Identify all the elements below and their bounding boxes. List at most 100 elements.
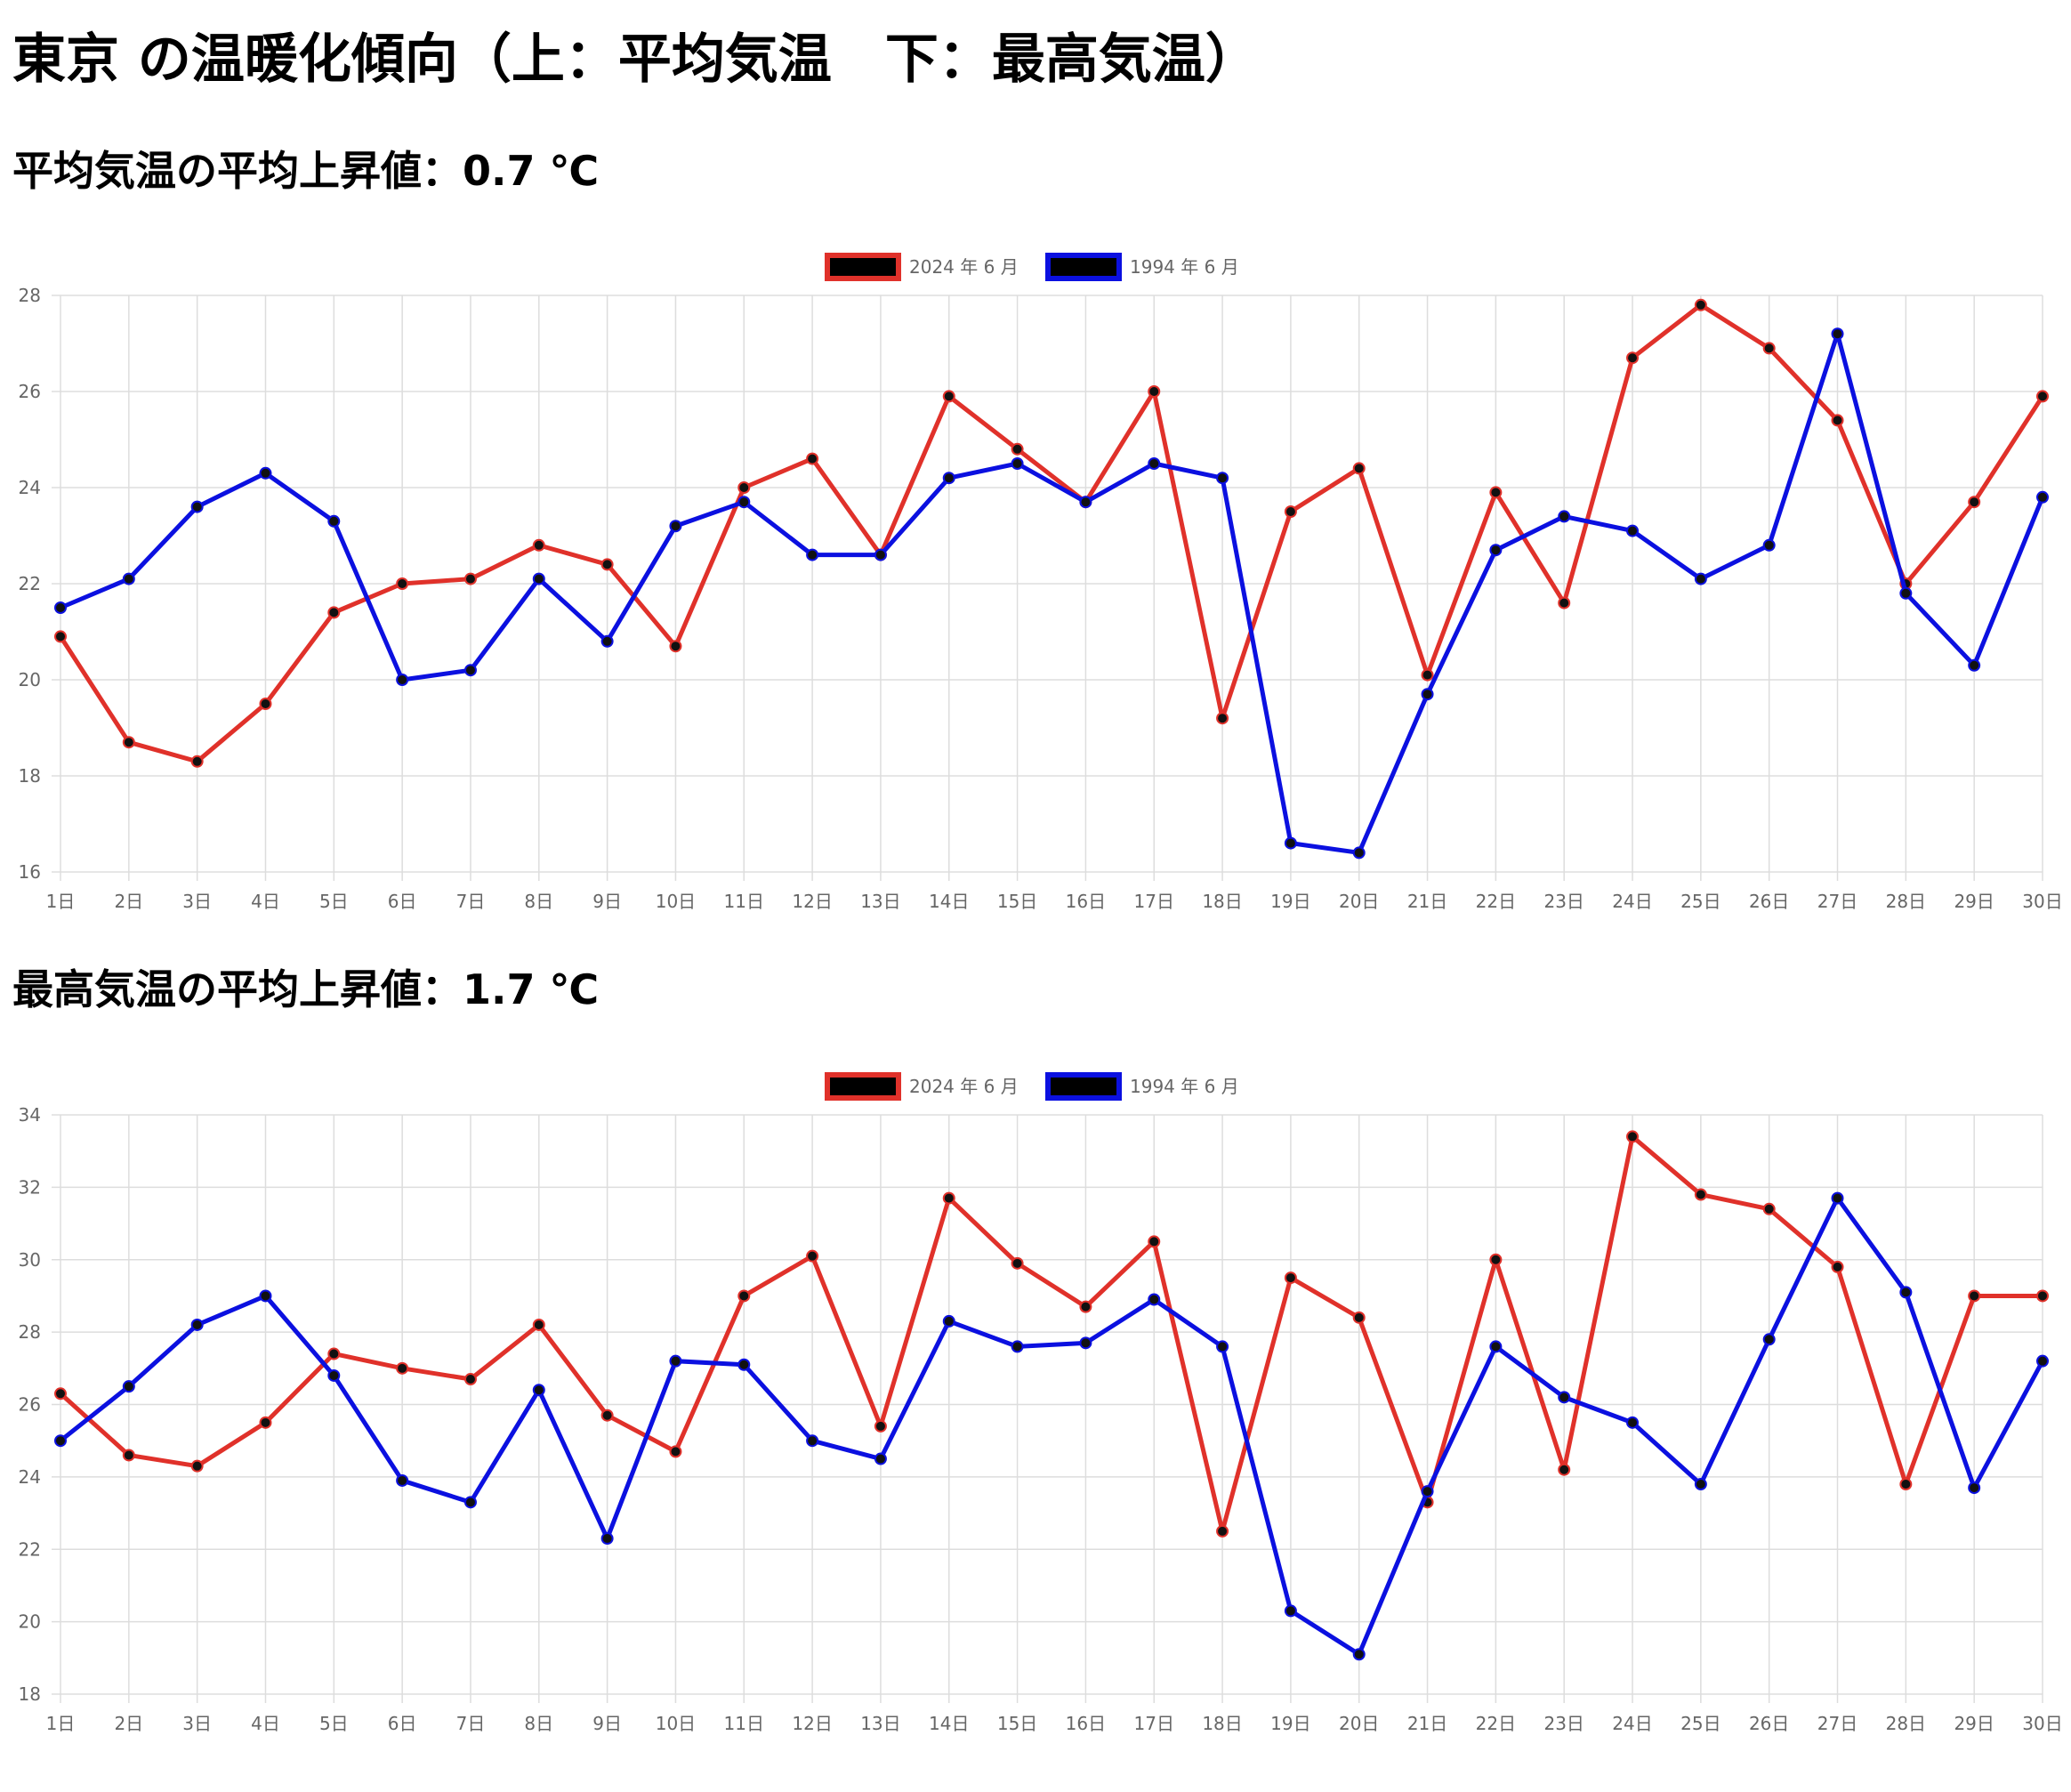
data-point[interactable] bbox=[1011, 1340, 1024, 1353]
data-point[interactable] bbox=[1421, 688, 1434, 701]
data-point[interactable] bbox=[122, 572, 135, 585]
data-point[interactable] bbox=[1968, 1289, 1981, 1303]
data-point[interactable] bbox=[190, 755, 204, 768]
data-point[interactable] bbox=[463, 1496, 477, 1509]
data-point[interactable] bbox=[600, 1532, 614, 1546]
data-point[interactable] bbox=[737, 1289, 751, 1303]
data-point[interactable] bbox=[874, 1419, 887, 1433]
data-point[interactable] bbox=[806, 1434, 819, 1448]
data-point[interactable] bbox=[1352, 846, 1366, 860]
data-point[interactable] bbox=[190, 1318, 204, 1331]
data-point[interactable] bbox=[1762, 1202, 1776, 1215]
data-point[interactable] bbox=[1352, 1311, 1366, 1324]
legend-item[interactable]: 1994 年 6 月 bbox=[1045, 1072, 1239, 1101]
legend-item[interactable]: 2024 年 6 月 bbox=[825, 253, 1019, 281]
legend-item[interactable]: 1994 年 6 月 bbox=[1045, 253, 1239, 281]
data-point[interactable] bbox=[1216, 472, 1229, 485]
data-point[interactable] bbox=[1968, 658, 1981, 672]
data-point[interactable] bbox=[600, 634, 614, 648]
data-point[interactable] bbox=[1352, 462, 1366, 475]
data-point[interactable] bbox=[463, 1373, 477, 1386]
data-point[interactable] bbox=[942, 1191, 955, 1205]
data-point[interactable] bbox=[396, 577, 409, 590]
data-point[interactable] bbox=[1899, 586, 1913, 600]
data-point[interactable] bbox=[1968, 496, 1981, 509]
data-point[interactable] bbox=[1011, 442, 1024, 456]
data-point[interactable] bbox=[1148, 1235, 1161, 1248]
data-point[interactable] bbox=[1762, 1333, 1776, 1346]
legend[interactable]: 2024 年 6 月 1994 年 6 月 bbox=[825, 253, 1239, 281]
data-point[interactable] bbox=[259, 1289, 272, 1303]
data-point[interactable] bbox=[669, 640, 682, 653]
data-point[interactable] bbox=[669, 1354, 682, 1368]
data-point[interactable] bbox=[1079, 1300, 1092, 1313]
data-point[interactable] bbox=[600, 1409, 614, 1422]
data-point[interactable] bbox=[1558, 510, 1571, 523]
data-point[interactable] bbox=[1284, 836, 1297, 850]
data-point[interactable] bbox=[190, 500, 204, 513]
data-point[interactable] bbox=[669, 1445, 682, 1458]
data-point[interactable] bbox=[532, 572, 545, 585]
data-point[interactable] bbox=[1216, 712, 1229, 725]
data-point[interactable] bbox=[54, 601, 67, 614]
data-point[interactable] bbox=[1489, 544, 1503, 557]
data-point[interactable] bbox=[874, 1452, 887, 1465]
data-point[interactable] bbox=[942, 390, 955, 403]
data-point[interactable] bbox=[1148, 1293, 1161, 1306]
data-point[interactable] bbox=[806, 548, 819, 561]
data-point[interactable] bbox=[532, 1318, 545, 1331]
data-point[interactable] bbox=[1079, 1336, 1092, 1350]
data-point[interactable] bbox=[1762, 342, 1776, 355]
data-point[interactable] bbox=[1626, 524, 1640, 537]
data-point[interactable] bbox=[1284, 1604, 1297, 1618]
avg-temp-chart[interactable]: 16 18 20 22 24 26 28 1日 2日 3日 4日 5日 6日 7日 8日 9日 10日 11日 12… bbox=[0, 240, 2071, 916]
data-point[interactable] bbox=[1558, 596, 1571, 609]
data-point[interactable] bbox=[54, 630, 67, 643]
data-point[interactable] bbox=[532, 1384, 545, 1397]
data-point[interactable] bbox=[600, 558, 614, 571]
data-point[interactable] bbox=[327, 514, 341, 528]
data-point[interactable] bbox=[1148, 385, 1161, 398]
data-point[interactable] bbox=[1352, 1648, 1366, 1661]
data-point[interactable] bbox=[2036, 390, 2049, 403]
data-point[interactable] bbox=[463, 664, 477, 677]
data-point[interactable] bbox=[122, 1449, 135, 1462]
data-point[interactable] bbox=[327, 606, 341, 619]
data-point[interactable] bbox=[2036, 490, 2049, 504]
data-point[interactable] bbox=[1489, 1340, 1503, 1353]
data-point[interactable] bbox=[1216, 1340, 1229, 1353]
data-point[interactable] bbox=[1489, 486, 1503, 499]
data-point[interactable] bbox=[1421, 1485, 1434, 1498]
data-point[interactable] bbox=[669, 520, 682, 533]
data-point[interactable] bbox=[190, 1459, 204, 1473]
data-point[interactable] bbox=[806, 1249, 819, 1263]
data-point[interactable] bbox=[1694, 1188, 1707, 1201]
data-point[interactable] bbox=[1148, 457, 1161, 470]
data-point[interactable] bbox=[737, 1358, 751, 1371]
data-point[interactable] bbox=[259, 1416, 272, 1429]
data-point[interactable] bbox=[942, 1314, 955, 1328]
data-point[interactable] bbox=[1011, 1256, 1024, 1270]
data-point[interactable] bbox=[1489, 1253, 1503, 1266]
data-point[interactable] bbox=[1421, 668, 1434, 682]
data-point[interactable] bbox=[1899, 1478, 1913, 1491]
data-point[interactable] bbox=[327, 1347, 341, 1360]
data-point[interactable] bbox=[1831, 1260, 1844, 1273]
legend-item[interactable]: 2024 年 6 月 bbox=[825, 1072, 1019, 1101]
data-point[interactable] bbox=[1831, 1191, 1844, 1205]
data-point[interactable] bbox=[396, 1361, 409, 1375]
data-point[interactable] bbox=[532, 538, 545, 552]
legend[interactable]: 2024 年 6 月 1994 年 6 月 bbox=[825, 1072, 1239, 1101]
data-point[interactable] bbox=[874, 548, 887, 561]
data-point[interactable] bbox=[122, 1380, 135, 1393]
data-point[interactable] bbox=[2036, 1354, 2049, 1368]
data-point[interactable] bbox=[2036, 1289, 2049, 1303]
data-point[interactable] bbox=[1831, 414, 1844, 427]
data-point[interactable] bbox=[1284, 1271, 1297, 1285]
data-point[interactable] bbox=[122, 736, 135, 749]
data-point[interactable] bbox=[737, 496, 751, 509]
data-point[interactable] bbox=[737, 481, 751, 494]
data-point[interactable] bbox=[1079, 496, 1092, 509]
data-point[interactable] bbox=[1216, 1524, 1229, 1538]
